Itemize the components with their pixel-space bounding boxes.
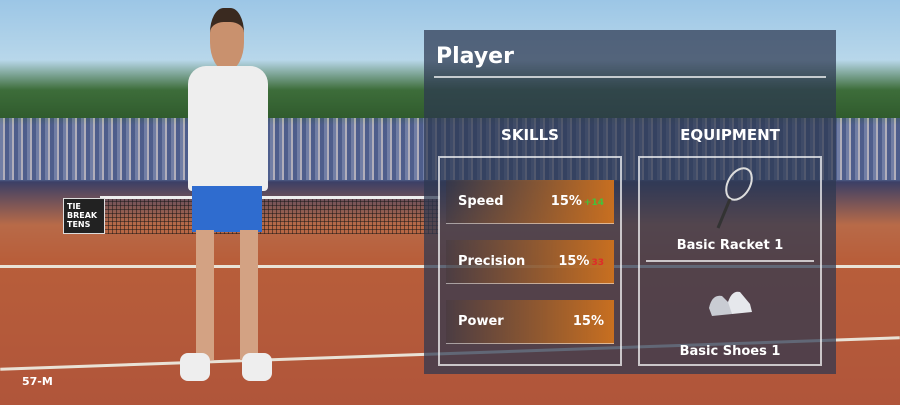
player-panel: Player SKILLS EQUIPMENT Speed 15% +14 Pre…	[424, 30, 836, 374]
equipment-shoes[interactable]: Basic Shoes 1	[640, 264, 820, 364]
skill-delta: 33	[591, 258, 604, 268]
equipment-name: Basic Racket 1	[676, 238, 784, 253]
skill-name: Speed	[458, 194, 504, 209]
skills-header: SKILLS	[501, 126, 559, 144]
skill-delta: +14	[583, 198, 604, 208]
racket-icon	[716, 167, 753, 229]
divider	[434, 76, 826, 78]
skill-precision[interactable]: Precision 15% 33	[446, 240, 614, 284]
skill-name: Power	[458, 314, 504, 329]
panel-title: Player	[436, 44, 514, 69]
shoes-icon	[709, 291, 752, 316]
equipment-header: EQUIPMENT	[680, 126, 780, 144]
skill-value: 15% +14	[550, 194, 604, 209]
skill-speed[interactable]: Speed 15% +14	[446, 180, 614, 224]
skill-power[interactable]: Power 15%	[446, 300, 614, 344]
equipment-name: Basic Shoes 1	[679, 344, 781, 359]
skills-list: Speed 15% +14 Precision 15% 33 Power 15%	[438, 156, 622, 366]
equipment-racket[interactable]: Basic Racket 1	[640, 158, 820, 262]
tiebreak-sign: TIE BREAK TENS	[63, 198, 105, 234]
player-code: 57-M	[22, 375, 53, 388]
skill-value: 15% 33	[558, 254, 604, 269]
skill-name: Precision	[458, 254, 526, 269]
equipment-list: Basic Racket 1 Basic Shoes 1	[638, 156, 822, 366]
skill-value: 15%	[572, 314, 604, 329]
tennis-net	[100, 196, 440, 234]
player-character	[170, 8, 280, 388]
